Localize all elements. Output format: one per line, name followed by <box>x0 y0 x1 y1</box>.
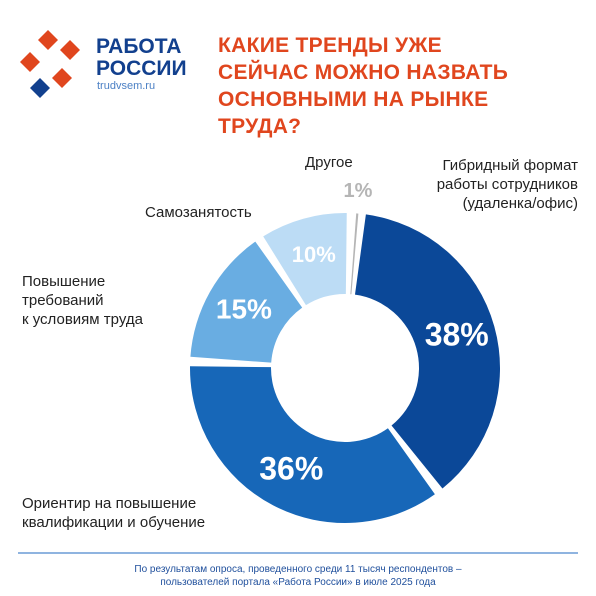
value-label: 36% <box>259 450 323 486</box>
value-label: 10% <box>292 242 336 267</box>
value-label: 15% <box>216 293 272 324</box>
donut-segment <box>190 241 303 363</box>
value-label: 38% <box>425 316 489 352</box>
category-label: Гибридный формат работы сотрудников (уда… <box>436 157 578 212</box>
logo-text: РОССИИ <box>96 57 187 80</box>
category-label: Повышение требований к условиям труда <box>22 273 143 328</box>
donut-segment <box>354 214 500 489</box>
logo-icon <box>20 30 80 98</box>
category-label: Самозанятость <box>145 204 252 221</box>
donut-segment <box>350 213 359 295</box>
value-label: 1% <box>344 180 373 202</box>
logo-text: РАБОТА <box>96 35 182 58</box>
logo-url: trudvsem.ru <box>97 80 156 92</box>
category-label: Ориентир на повышение квалификации и обу… <box>22 495 206 531</box>
category-label: Другое <box>305 154 353 171</box>
donut-segment <box>263 213 347 306</box>
chart-title: КАКИЕ ТРЕНДЫ УЖЕ СЕЙЧАС МОЖНО НАЗВАТЬ ОС… <box>218 34 509 138</box>
donut-segment <box>190 366 435 523</box>
footnote: По результатам опроса, проведенного сред… <box>134 564 462 588</box>
